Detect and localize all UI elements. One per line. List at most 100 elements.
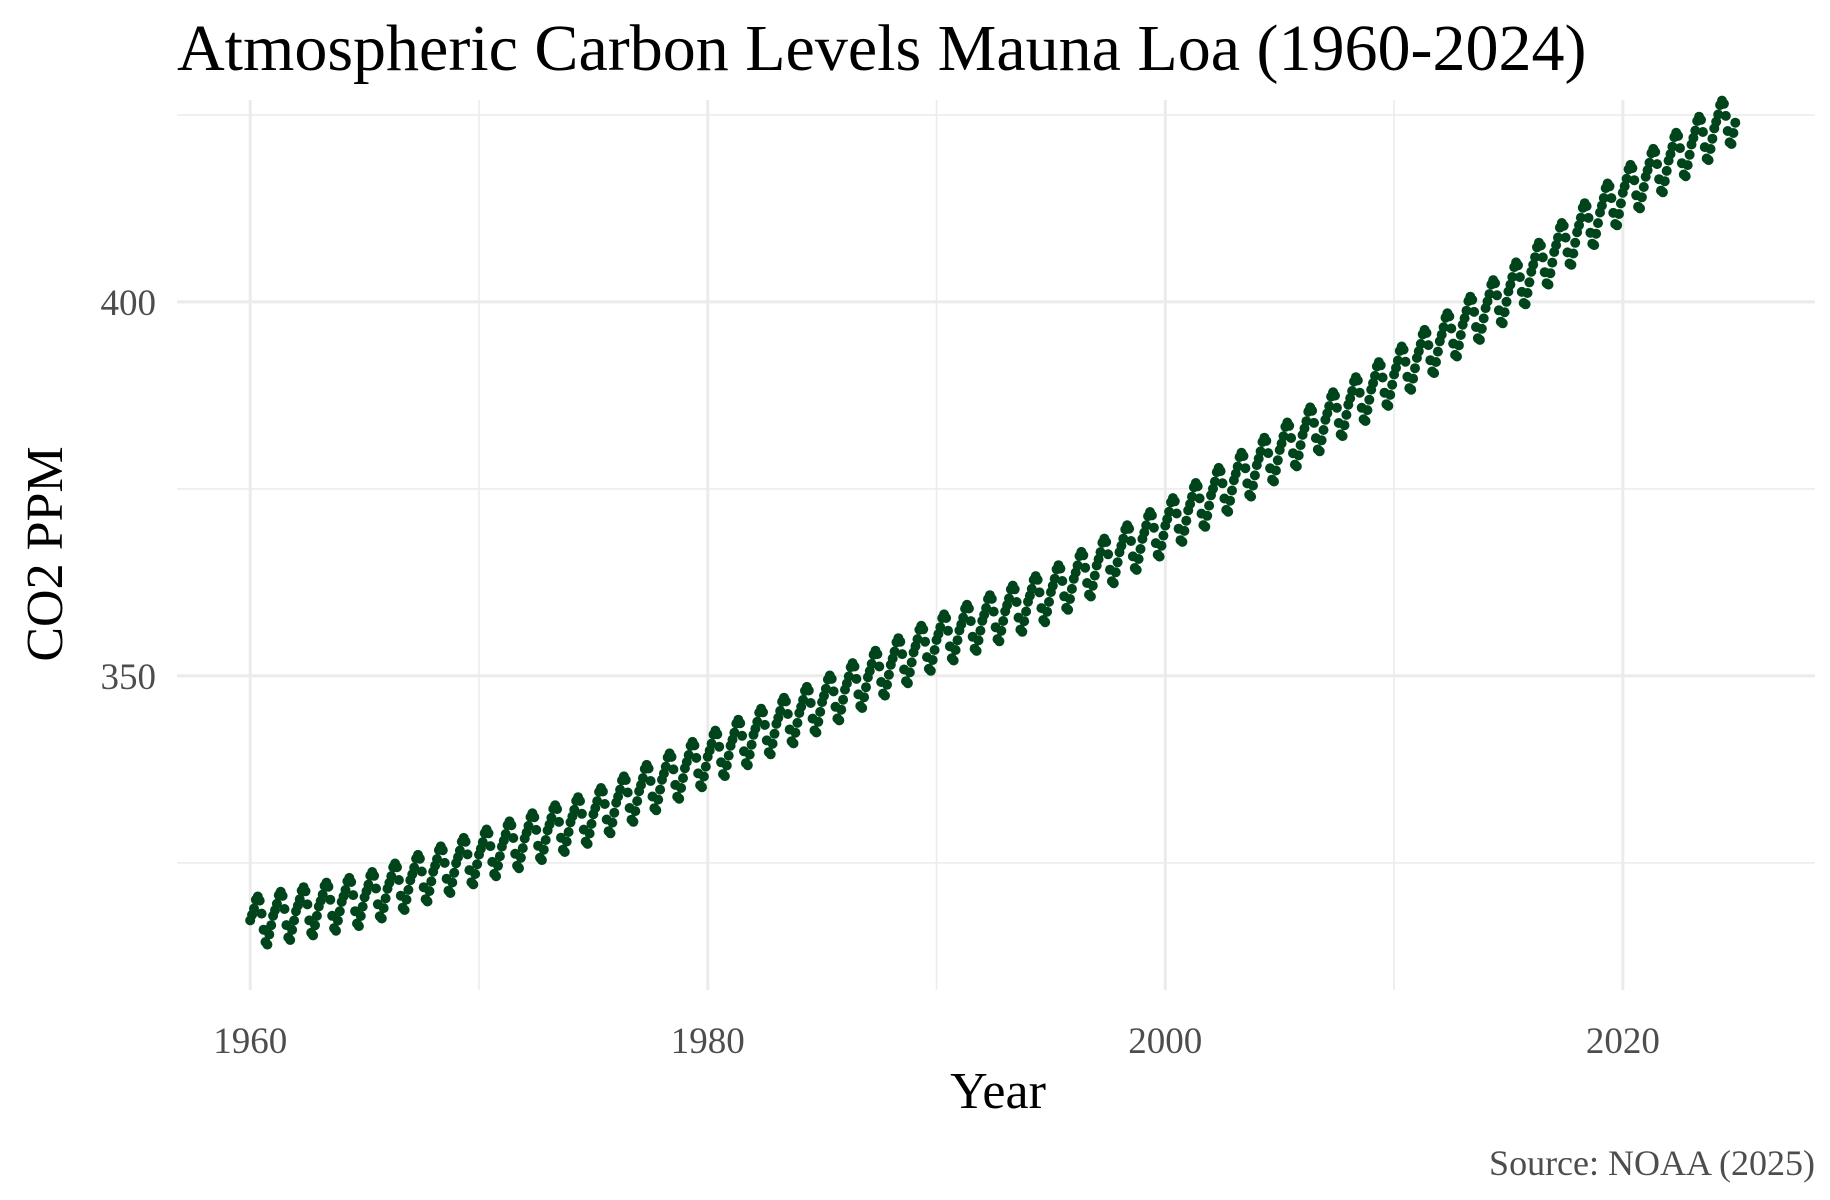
chart-caption: Source: NOAA (2025) xyxy=(1489,1143,1815,1183)
data-point xyxy=(1146,510,1157,521)
data-point xyxy=(874,661,885,672)
data-point xyxy=(575,796,585,806)
x-tick-label: 2020 xyxy=(1586,1021,1660,1062)
data-point xyxy=(742,760,753,771)
data-point xyxy=(683,750,694,760)
data-point xyxy=(1570,237,1581,248)
data-point xyxy=(1545,268,1556,279)
data-point xyxy=(1066,583,1077,594)
data-point xyxy=(1017,626,1028,637)
data-point xyxy=(1040,617,1051,628)
data-point xyxy=(494,851,505,862)
data-point xyxy=(700,761,711,772)
data-point xyxy=(1705,144,1716,154)
data-point xyxy=(1423,340,1434,351)
data-point xyxy=(674,793,685,804)
y-tick-label: 400 xyxy=(101,283,157,324)
data-point xyxy=(485,841,496,852)
data-point xyxy=(1179,525,1190,536)
data-point xyxy=(861,682,871,693)
data-point xyxy=(666,751,677,762)
data-point xyxy=(1553,232,1563,243)
data-point xyxy=(1589,240,1600,251)
data-point xyxy=(929,645,940,655)
data-point xyxy=(1364,394,1375,405)
data-point xyxy=(1240,463,1251,474)
data-point xyxy=(1697,127,1708,137)
data-point xyxy=(849,661,860,672)
data-point xyxy=(691,752,702,763)
data-point xyxy=(803,685,814,696)
data-point xyxy=(714,741,725,752)
data-point xyxy=(1324,401,1335,412)
data-point xyxy=(1370,370,1380,381)
data-point xyxy=(1209,476,1220,487)
data-point xyxy=(1339,420,1350,431)
data-point xyxy=(737,730,748,741)
data-point xyxy=(1225,495,1236,506)
data-point xyxy=(1657,187,1668,198)
data-point xyxy=(676,783,687,793)
data-point xyxy=(1072,560,1083,571)
data-point xyxy=(712,729,723,740)
data-point xyxy=(1227,485,1237,496)
data-point xyxy=(515,852,526,863)
data-point xyxy=(986,593,997,604)
data-point xyxy=(1568,248,1579,259)
data-point xyxy=(706,738,717,749)
data-point xyxy=(468,879,479,890)
data-point xyxy=(332,915,343,926)
data-point xyxy=(1255,446,1266,457)
data-point xyxy=(719,771,730,782)
data-point xyxy=(1558,220,1569,231)
data-point xyxy=(1528,259,1539,270)
data-point xyxy=(569,804,580,815)
data-point xyxy=(331,925,341,936)
data-point xyxy=(576,808,587,819)
data-point xyxy=(1309,417,1319,428)
data-point xyxy=(906,657,917,668)
data-point xyxy=(912,634,923,645)
data-point xyxy=(437,845,448,856)
data-point xyxy=(1537,252,1548,263)
data-point xyxy=(1398,344,1409,355)
data-point xyxy=(698,771,709,782)
data-point xyxy=(834,715,845,726)
data-point xyxy=(289,915,300,926)
data-point xyxy=(584,828,595,839)
data-point xyxy=(1238,451,1249,461)
data-point xyxy=(477,837,488,848)
y-axis-title: CO2 PPM xyxy=(17,446,74,661)
data-point xyxy=(1629,175,1640,186)
data-point xyxy=(1505,279,1516,290)
data-point xyxy=(422,896,433,907)
data-point xyxy=(943,625,953,636)
data-point xyxy=(439,857,450,868)
data-point xyxy=(1635,203,1645,214)
data-point xyxy=(1469,306,1480,317)
data-point xyxy=(637,773,648,784)
data-point xyxy=(605,828,616,839)
data-point xyxy=(538,844,549,855)
data-point xyxy=(1347,386,1358,396)
data-point xyxy=(1158,530,1169,541)
data-point xyxy=(994,636,1005,647)
data-point xyxy=(1141,520,1152,531)
data-point xyxy=(279,904,290,914)
data-point xyxy=(1406,384,1417,395)
data-point xyxy=(746,739,757,750)
data-point xyxy=(592,796,603,807)
data-point xyxy=(353,921,364,932)
data-point xyxy=(620,775,631,785)
data-point xyxy=(792,717,803,728)
data-point xyxy=(1042,606,1053,617)
data-point xyxy=(1295,440,1306,451)
data-point xyxy=(454,845,465,856)
data-point xyxy=(552,804,563,815)
data-point xyxy=(1164,506,1175,517)
data-point xyxy=(1383,400,1394,411)
data-point xyxy=(586,818,597,829)
data-point xyxy=(1011,597,1022,607)
data-point xyxy=(1112,557,1123,568)
